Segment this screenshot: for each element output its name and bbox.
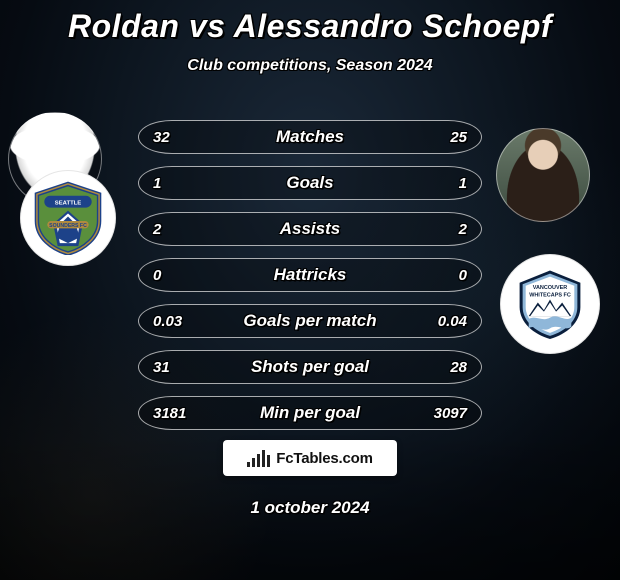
stat-right-value: 0.04: [438, 313, 467, 330]
stat-left-value: 0: [153, 267, 161, 284]
svg-text:SOUNDERS FC: SOUNDERS FC: [49, 223, 87, 229]
stat-right-value: 2: [459, 221, 467, 238]
stat-right-value: 25: [450, 129, 467, 146]
stat-row: 3181 Min per goal 3097: [138, 396, 482, 430]
stat-left-value: 31: [153, 359, 170, 376]
stat-row: 0.03 Goals per match 0.04: [138, 304, 482, 338]
club-logo-left: SEATTLE SOUNDERS FC: [20, 170, 116, 266]
stat-row: 1 Goals 1: [138, 166, 482, 200]
stat-right-value: 0: [459, 267, 467, 284]
stat-right-value: 3097: [434, 405, 467, 422]
bars-icon: [247, 449, 270, 467]
club-logo-right: VANCOUVER WHITECAPS FC: [500, 254, 600, 354]
page-subtitle: Club competitions, Season 2024: [0, 57, 620, 75]
stat-row: 31 Shots per goal 28: [138, 350, 482, 384]
player-photo-right: [496, 128, 590, 222]
stat-left-value: 0.03: [153, 313, 182, 330]
stats-list: 32 Matches 25 1 Goals 1 2 Assists 2 0 Ha…: [138, 120, 482, 442]
svg-text:VANCOUVER: VANCOUVER: [533, 285, 568, 291]
page-title: Roldan vs Alessandro Schoepf: [0, 0, 620, 45]
stat-label: Matches: [139, 127, 481, 147]
svg-text:WHITECAPS FC: WHITECAPS FC: [529, 292, 571, 298]
brand-text: FcTables.com: [276, 450, 373, 467]
sounders-icon: SEATTLE SOUNDERS FC: [31, 181, 105, 255]
stat-label: Assists: [139, 219, 481, 239]
stat-left-value: 1: [153, 175, 161, 192]
stat-label: Min per goal: [139, 403, 481, 423]
stat-row: 0 Hattricks 0: [138, 258, 482, 292]
svg-text:SEATTLE: SEATTLE: [55, 201, 82, 207]
stat-label: Hattricks: [139, 265, 481, 285]
stat-label: Shots per goal: [139, 357, 481, 377]
stat-label: Goals per match: [139, 311, 481, 331]
whitecaps-icon: VANCOUVER WHITECAPS FC: [512, 266, 588, 342]
footer-date: 1 october 2024: [0, 498, 620, 518]
stat-right-value: 28: [450, 359, 467, 376]
stat-row: 32 Matches 25: [138, 120, 482, 154]
stat-right-value: 1: [459, 175, 467, 192]
stat-label: Goals: [139, 173, 481, 193]
card: Roldan vs Alessandro Schoepf Club compet…: [0, 0, 620, 580]
stat-left-value: 32: [153, 129, 170, 146]
stat-left-value: 3181: [153, 405, 186, 422]
stat-left-value: 2: [153, 221, 161, 238]
brand-badge: FcTables.com: [223, 440, 397, 476]
stat-row: 2 Assists 2: [138, 212, 482, 246]
